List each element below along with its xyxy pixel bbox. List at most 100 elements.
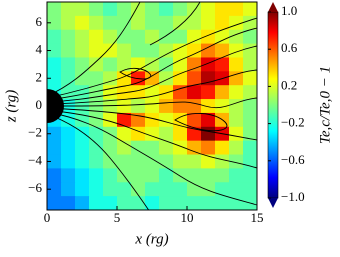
heatmap-cell: [159, 43, 174, 58]
heatmap-cell: [173, 196, 188, 210]
colorbar-tick-label: 1.0: [281, 3, 297, 18]
heatmap-cell: [47, 196, 62, 210]
heatmap-cell: [215, 99, 230, 114]
heatmap-cell: [75, 196, 90, 210]
heatmap-cell: [229, 85, 244, 100]
heatmap-cell: [131, 140, 146, 156]
heatmap-cell: [75, 168, 90, 183]
heatmap-cell: [159, 154, 174, 169]
heatmap-cell: [103, 99, 118, 114]
heatmap-cell: [229, 154, 244, 169]
colorbar-tick-label: 0.6: [281, 40, 298, 55]
heatmap-cell: [201, 15, 216, 31]
colorbar-extend-top: [268, 2, 278, 12]
contour-line: [149, 2, 201, 46]
heatmap-cell: [103, 15, 118, 31]
heatmap-cell: [173, 57, 188, 72]
heatmap-cell: [61, 196, 76, 210]
heatmap-cell: [187, 126, 202, 142]
heatmap-cell: [229, 57, 244, 72]
heatmap-cell: [201, 182, 216, 197]
y-tick-label: 0: [36, 97, 43, 112]
heatmap-cell: [243, 71, 257, 86]
heatmap-cell: [187, 140, 202, 156]
heatmap-cell: [117, 154, 132, 169]
heatmap-cell: [243, 85, 257, 100]
heatmap-cell: [117, 196, 132, 210]
colorbar-tick-label: −0.6: [281, 152, 305, 167]
heatmap-cell: [145, 15, 160, 31]
heatmap-cell: [75, 140, 90, 156]
heatmap-cell: [61, 182, 76, 197]
heatmap-cell: [229, 140, 244, 156]
heatmap-cell: [47, 140, 62, 156]
heatmap-cell: [215, 85, 230, 100]
heatmap-cell: [89, 140, 104, 156]
heatmap-cell: [103, 71, 118, 86]
heatmap-cell: [159, 112, 174, 128]
heatmap-cell: [145, 168, 160, 183]
heatmap-cell: [159, 126, 174, 142]
heatmap-cell: [243, 140, 257, 156]
y-tick-label: −2: [28, 125, 42, 140]
heatmap-cell: [47, 126, 62, 142]
heatmap-cell: [117, 2, 132, 17]
heatmap-cell: [215, 140, 230, 156]
heatmap-cell: [187, 29, 202, 45]
x-axis-label: x (rg): [134, 231, 168, 247]
heatmap-cell: [103, 196, 118, 210]
heatmap-cell: [61, 168, 76, 183]
y-tick-label: 4: [36, 42, 43, 57]
heatmap-cell: [131, 85, 146, 100]
colorbar-extend-bottom: [268, 198, 278, 208]
heatmap-cell: [75, 126, 90, 142]
x-tick-label: 10: [181, 210, 194, 225]
heatmap-cell: [131, 99, 146, 114]
heatmap-cell: [229, 2, 244, 17]
heatmap-cell: [173, 168, 188, 183]
heatmap-cell: [173, 140, 188, 156]
heatmap-cell: [187, 196, 202, 210]
heatmap-cell: [61, 71, 76, 86]
heatmap-cell: [229, 112, 244, 128]
heatmap-cell: [89, 15, 104, 31]
heatmap-cell: [159, 182, 174, 197]
heatmap-cell: [201, 85, 216, 100]
heatmap-cell: [75, 43, 90, 58]
heatmap-cell: [187, 154, 202, 169]
heatmap-cell: [201, 29, 216, 45]
x-tick-label: 15: [251, 210, 264, 225]
heatmap-cell: [103, 43, 118, 58]
heatmap-cell: [117, 29, 132, 45]
heatmap-cell: [131, 2, 146, 17]
heatmap-cell: [159, 57, 174, 72]
heatmap-cell: [215, 2, 230, 17]
heatmap-cell: [173, 2, 188, 17]
heatmap-cell: [131, 126, 146, 142]
heatmap-cell: [61, 112, 76, 128]
y-tick-label: −6: [28, 180, 42, 195]
heatmap-cell: [187, 2, 202, 17]
heatmap-cell: [243, 126, 257, 142]
heatmap-cell: [229, 182, 244, 197]
heatmap-cell: [47, 71, 62, 86]
heatmap-cell: [201, 2, 216, 17]
heatmap-cell: [201, 168, 216, 183]
heatmap-cell: [89, 126, 104, 142]
heatmap-cell: [201, 140, 216, 156]
heatmap-cell: [201, 57, 216, 72]
heatmap-cell: [61, 2, 76, 17]
heatmap-cell: [159, 99, 174, 114]
heatmap-cell: [75, 2, 90, 17]
heatmap-cell: [187, 71, 202, 86]
heatmap-cell: [187, 112, 202, 128]
contour-line: [47, 111, 257, 206]
contour-line: [174, 113, 228, 132]
heatmap-cell: [131, 168, 146, 183]
heatmap-cell: [215, 57, 230, 72]
heatmap-cell: [243, 2, 257, 17]
heatmap-cell: [61, 43, 76, 58]
heatmap-cell: [201, 154, 216, 169]
heatmap-cell: [215, 29, 230, 45]
